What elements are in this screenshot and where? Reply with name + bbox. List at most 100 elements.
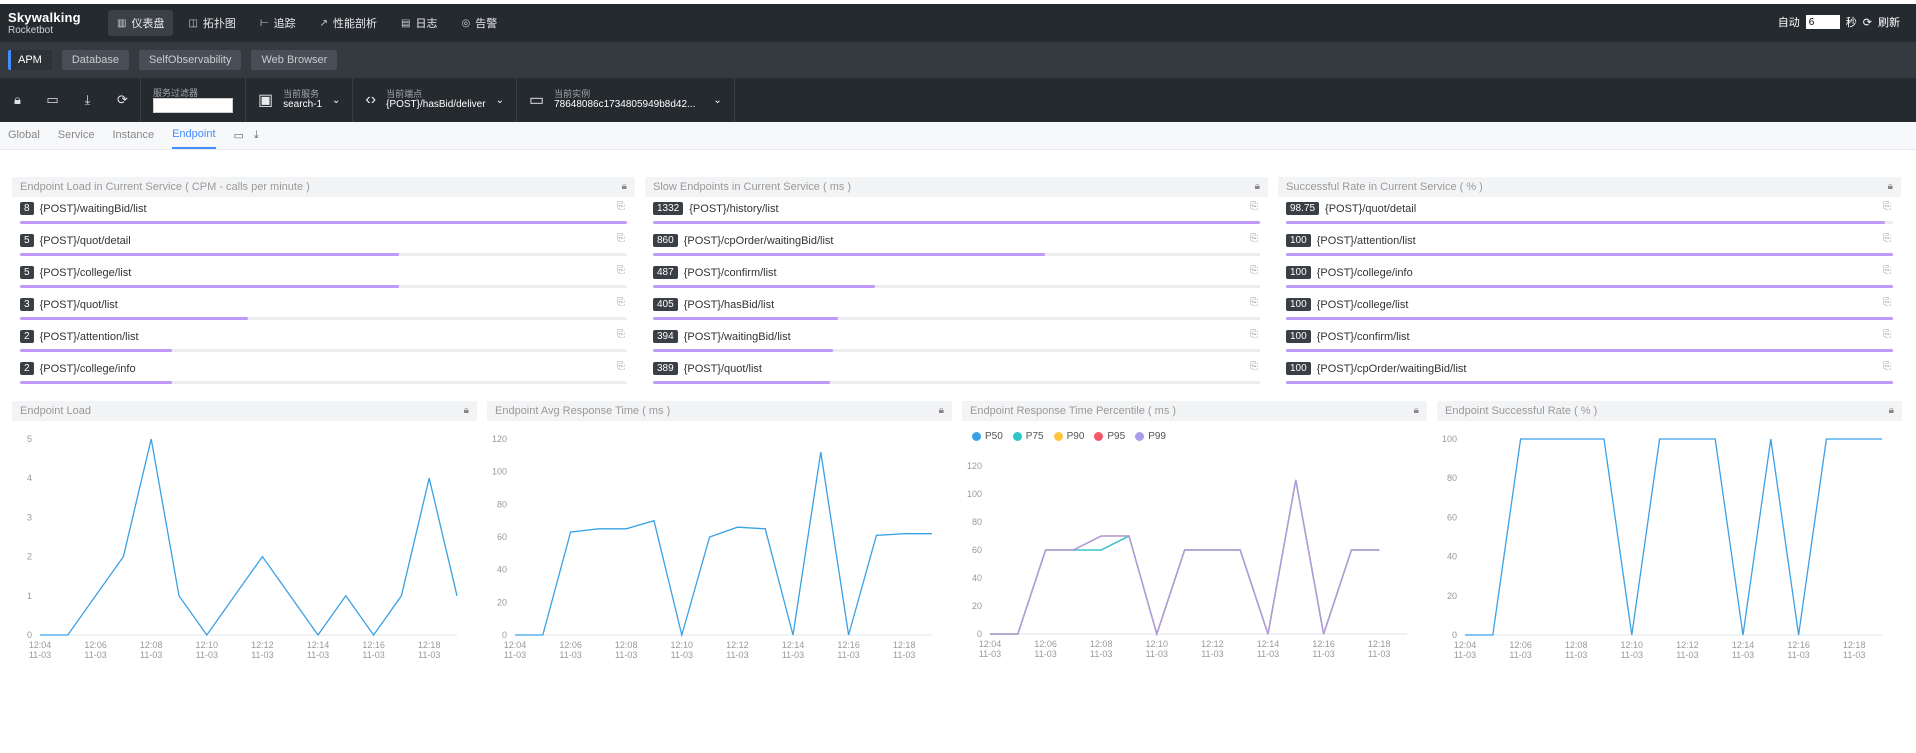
list-item-text: 5 {POST}/quot/detail	[20, 234, 131, 247]
nav-item-3[interactable]: ↗ 性能剖析	[311, 10, 386, 36]
value-badge: 1332	[653, 202, 684, 215]
service-selector[interactable]: ▣ 当前服务 search-1 ⌄	[245, 78, 352, 122]
copy-icon[interactable]: ⎘	[1250, 329, 1258, 340]
lock-icon[interactable]: 🔒︎	[463, 405, 469, 416]
legend-label: P90	[1066, 431, 1085, 442]
refresh-icon[interactable]: ⟳	[1862, 16, 1872, 29]
legend-dot	[1053, 432, 1063, 441]
endpoint-selector[interactable]: ‹› 当前端点 {POST}/hasBid/deliver ⌄	[352, 78, 516, 122]
tab-service[interactable]: Service	[57, 129, 95, 141]
progress-fill	[20, 221, 627, 224]
copy-icon[interactable]: ⎘	[617, 201, 625, 212]
legend-item[interactable]: P90	[1053, 431, 1085, 442]
x-tick-label: 12:08 11-03	[1090, 639, 1113, 659]
endpoint-name: {POST}/hasBid/list	[683, 298, 775, 311]
copy-icon[interactable]: ⎘	[617, 329, 625, 340]
y-tick-label: 80	[1447, 473, 1457, 483]
lock-icon[interactable]: 🔒︎	[1887, 181, 1893, 192]
value-badge: 98.75	[1286, 202, 1320, 215]
auto-interval-input[interactable]	[1805, 15, 1840, 29]
service-filter-input[interactable]	[153, 97, 233, 113]
copy-icon[interactable]: ⎘	[1250, 265, 1258, 276]
copy-icon[interactable]: ⎘	[1883, 329, 1891, 340]
reload-icon[interactable]: ⟳	[117, 92, 128, 107]
service-filter[interactable]: 服务过滤器	[140, 78, 245, 122]
legend-label: P50	[985, 431, 1003, 442]
legend-item[interactable]: P75	[1012, 431, 1044, 442]
copy-icon[interactable]: ⎘	[617, 233, 625, 244]
legend-item[interactable]: P50	[972, 431, 1003, 442]
auto-refresh-controls: 自动 秒 ⟳ 刷新	[1778, 14, 1900, 30]
instance-value: 78648086c1734805949b8d42...	[554, 99, 696, 110]
x-tick-label: 12:16 11-03	[1312, 639, 1335, 659]
progress-fill	[1286, 221, 1886, 224]
progress-track	[653, 253, 1260, 256]
progress-fill	[20, 381, 172, 384]
chevron-down-icon: ⌄	[713, 94, 722, 106]
refresh-button[interactable]: 刷新	[1878, 17, 1900, 29]
copy-icon[interactable]: ⎘	[1883, 361, 1891, 372]
list-item: 100 {POST}/college/info ⎘	[1278, 261, 1901, 293]
copy-icon[interactable]: ⎘	[617, 265, 625, 276]
lock-icon[interactable]: 🔒︎	[1413, 405, 1419, 416]
folder-icon[interactable]: ▭	[233, 130, 244, 142]
endpoint-name: {POST}/cpOrder/waitingBid/list	[683, 234, 834, 247]
dashboard-tab-apm[interactable]: APM	[8, 50, 52, 70]
x-tick-label: 12:06 11-03	[1509, 640, 1532, 660]
nav-item-0[interactable]: ▥ 仪表盘	[108, 10, 174, 36]
progress-track	[20, 285, 627, 288]
list-item: 5 {POST}/quot/detail ⎘	[12, 229, 635, 261]
legend-item[interactable]: P99	[1135, 431, 1166, 442]
copy-icon[interactable]: ⎘	[1250, 201, 1258, 212]
lock-icon[interactable]: 🔒︎	[1888, 405, 1894, 416]
endpoint-name: {POST}/college/info	[39, 362, 136, 375]
legend-item[interactable]: P95	[1094, 431, 1125, 442]
nav-item-2[interactable]: ⊢ 追踪	[251, 10, 305, 36]
lock-icon[interactable]: 🔒︎	[938, 405, 944, 416]
value-badge: 5	[20, 234, 34, 247]
progress-track	[653, 349, 1260, 352]
endpoint-name: {POST}/attention/list	[1316, 234, 1416, 247]
dashboard-tab-web-browser[interactable]: Web Browser	[251, 50, 338, 70]
y-tick-label: 60	[497, 532, 507, 542]
lock-icon[interactable]: 🔒︎	[1254, 181, 1260, 192]
progress-track	[1286, 285, 1893, 288]
chart-svg: 0 1 2 3 4 5 12:04 11-03 12:06 11-03 12:08 11-03 12:1…	[27, 434, 458, 660]
copy-icon[interactable]: ⎘	[1883, 297, 1891, 308]
instance-selector[interactable]: ▭ 当前实例 78648086c1734805949b8d42... ⌄	[515, 78, 735, 122]
download-icon[interactable]: ⤓	[253, 129, 259, 141]
panel-header: Endpoint Load in Current Service ( CPM -…	[12, 177, 635, 197]
nav-item-4[interactable]: ▤ 日志	[392, 10, 446, 36]
list-item: 2 {POST}/college/info ⎘	[12, 357, 635, 389]
tab-instance[interactable]: Instance	[112, 129, 155, 141]
copy-icon[interactable]: ⎘	[1250, 233, 1258, 244]
y-tick-label: 2	[27, 552, 32, 562]
value-badge: 405	[653, 298, 678, 311]
lock-icon[interactable]: 🔒︎	[14, 92, 21, 107]
copy-icon[interactable]: ⎘	[617, 361, 625, 372]
value-badge: 100	[1286, 298, 1311, 311]
copy-icon[interactable]: ⎘	[1250, 361, 1258, 372]
lock-icon[interactable]: 🔒︎	[621, 181, 627, 192]
dashboard-tab-selfobservability[interactable]: SelfObservability	[138, 50, 242, 70]
copy-icon[interactable]: ⎘	[1883, 265, 1891, 276]
copy-icon[interactable]: ⎘	[1883, 201, 1891, 212]
tab-endpoint[interactable]: Endpoint	[172, 122, 216, 149]
progress-track	[653, 317, 1260, 320]
copy-icon[interactable]: ⎘	[1883, 233, 1891, 244]
folder-icon[interactable]: ▭	[46, 92, 59, 107]
auto-label: 自动	[1777, 17, 1800, 29]
nav-item-1[interactable]: ◫ 拓扑图	[179, 10, 244, 36]
value-badge: 5	[20, 266, 34, 279]
y-tick-label: 100	[967, 489, 982, 499]
y-tick-label: 100	[1442, 434, 1457, 444]
download-icon[interactable]: ⤓	[84, 92, 91, 107]
copy-icon[interactable]: ⎘	[617, 297, 625, 308]
dashboard-tab-database[interactable]: Database	[61, 50, 129, 70]
nav-item-5[interactable]: ◎ 告警	[452, 10, 506, 36]
tab-global[interactable]: Global	[8, 129, 40, 141]
copy-icon[interactable]: ⎘	[1250, 297, 1258, 308]
list-item-text: 389 {POST}/quot/list	[653, 362, 762, 375]
nav-item-label: 仪表盘	[131, 18, 165, 30]
panel-title: Endpoint Load in Current Service ( CPM -…	[20, 181, 310, 193]
